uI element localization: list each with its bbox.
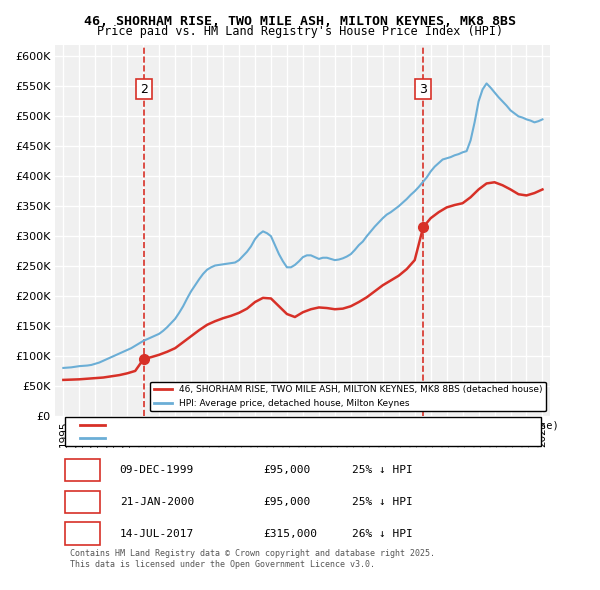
Text: Contains HM Land Registry data © Crown copyright and database right 2025.
This d: Contains HM Land Registry data © Crown c… (70, 549, 435, 569)
FancyBboxPatch shape (65, 491, 100, 513)
Text: 25% ↓ HPI: 25% ↓ HPI (352, 497, 413, 507)
FancyBboxPatch shape (65, 418, 541, 446)
Text: HPI: Average price, detached house, Milton Keynes: HPI: Average price, detached house, Milt… (115, 433, 421, 443)
Text: 25% ↓ HPI: 25% ↓ HPI (352, 465, 413, 475)
Text: 46, SHORHAM RISE, TWO MILE ASH, MILTON KEYNES, MK8 8BS (detached house): 46, SHORHAM RISE, TWO MILE ASH, MILTON K… (115, 421, 559, 430)
Text: £315,000: £315,000 (263, 529, 317, 539)
Text: 26% ↓ HPI: 26% ↓ HPI (352, 529, 413, 539)
FancyBboxPatch shape (65, 523, 100, 545)
Text: 14-JUL-2017: 14-JUL-2017 (120, 529, 194, 539)
Text: 21-JAN-2000: 21-JAN-2000 (120, 497, 194, 507)
Text: 3: 3 (79, 529, 86, 539)
Text: 46, SHORHAM RISE, TWO MILE ASH, MILTON KEYNES, MK8 8BS: 46, SHORHAM RISE, TWO MILE ASH, MILTON K… (84, 15, 516, 28)
Text: 09-DEC-1999: 09-DEC-1999 (120, 465, 194, 475)
Text: £95,000: £95,000 (263, 497, 311, 507)
Text: 3: 3 (419, 83, 427, 96)
FancyBboxPatch shape (65, 459, 100, 481)
Text: 1: 1 (79, 465, 86, 475)
Text: 2: 2 (140, 83, 148, 96)
Legend: 46, SHORHAM RISE, TWO MILE ASH, MILTON KEYNES, MK8 8BS (detached house), HPI: Av: 46, SHORHAM RISE, TWO MILE ASH, MILTON K… (150, 382, 546, 411)
Text: £95,000: £95,000 (263, 465, 311, 475)
Text: Price paid vs. HM Land Registry's House Price Index (HPI): Price paid vs. HM Land Registry's House … (97, 25, 503, 38)
Text: 2: 2 (79, 497, 86, 507)
